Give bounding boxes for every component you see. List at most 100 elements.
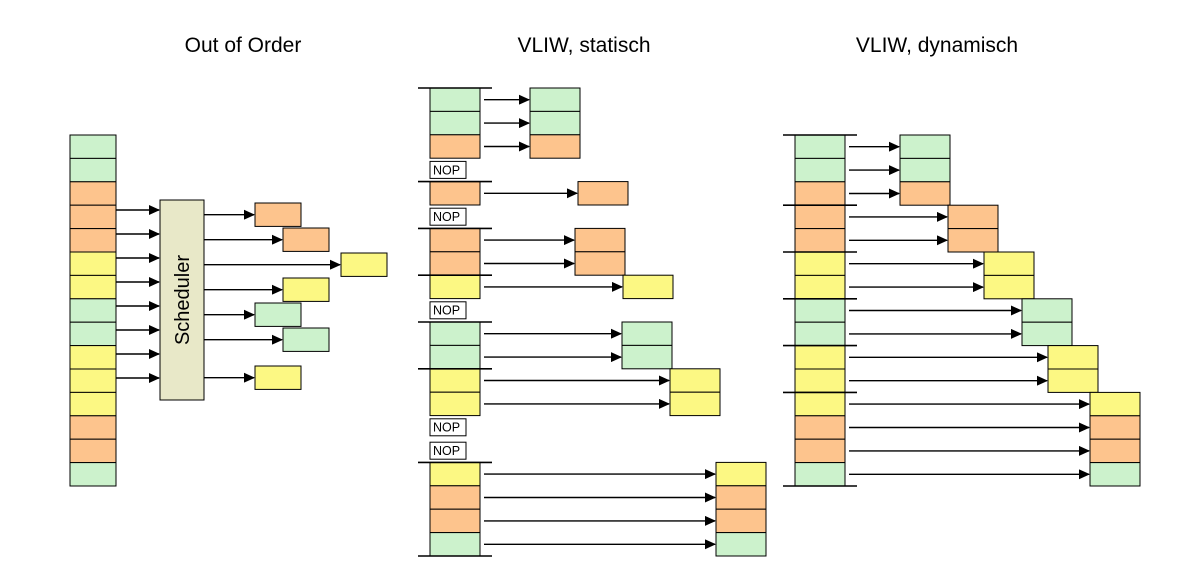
instruction-box-orange <box>429 227 481 253</box>
instruction-box-yellow <box>69 274 117 300</box>
slot-box-green <box>899 157 951 183</box>
instruction-box-orange <box>429 134 481 159</box>
instruction-box-orange <box>429 485 481 510</box>
slot-box-orange <box>574 227 626 253</box>
instruction-box-green <box>794 321 846 347</box>
nop-box <box>429 160 467 179</box>
nop-box <box>429 441 467 460</box>
instruction-box-green <box>429 344 481 370</box>
slot-box-yellow <box>983 251 1035 276</box>
slot-box-green <box>899 134 951 159</box>
issued-box-yellow <box>340 252 388 277</box>
slot-box-orange <box>577 181 629 206</box>
instruction-box-yellow <box>794 368 846 393</box>
slot-box-yellow <box>983 274 1035 300</box>
panel-out-of-order: Scheduler <box>69 134 388 487</box>
instruction-box-orange <box>69 204 117 230</box>
instruction-box-orange <box>794 228 846 253</box>
slot-box-orange <box>947 204 999 230</box>
instruction-box-orange <box>794 438 846 464</box>
slot-box-green <box>1021 298 1073 323</box>
issued-box-green <box>254 302 302 327</box>
instruction-box-green <box>794 298 846 323</box>
slot-box-yellow <box>669 368 721 393</box>
slot-box-orange <box>1089 415 1141 440</box>
instruction-box-orange <box>69 438 117 464</box>
instruction-box-yellow <box>794 251 846 276</box>
slot-box-orange <box>1089 438 1141 464</box>
title-vliw-dynamic: VLIW, dynamisch <box>855 34 1019 57</box>
nop-box <box>429 301 467 320</box>
slot-box-orange <box>574 251 626 276</box>
instruction-box-orange <box>794 415 846 440</box>
nop-label: NOP <box>433 304 460 318</box>
title-vliw-static: VLIW, statisch <box>517 34 651 57</box>
slot-box-yellow <box>669 391 721 417</box>
issued-box-orange <box>282 227 330 252</box>
slot-box-yellow <box>1047 345 1099 370</box>
instruction-box-green <box>69 134 117 159</box>
slot-box-green <box>1089 462 1141 487</box>
instruction-box-green <box>69 157 117 183</box>
panel-vliw-dynamic <box>783 134 1141 487</box>
instruction-box-orange <box>69 415 117 440</box>
instruction-box-yellow <box>429 391 481 417</box>
slot-box-orange <box>715 508 767 534</box>
nop-box <box>429 207 467 226</box>
instruction-box-yellow <box>794 391 846 417</box>
instruction-box-orange <box>69 181 117 206</box>
slot-box-orange <box>529 134 581 159</box>
instruction-box-yellow <box>429 461 481 487</box>
instruction-box-green <box>794 462 846 487</box>
instruction-box-yellow <box>794 274 846 300</box>
slot-box-green <box>1021 321 1073 347</box>
slot-box-green <box>621 321 673 346</box>
instruction-box-green <box>429 110 481 136</box>
nop-box <box>429 418 467 437</box>
slot-box-yellow <box>622 274 674 300</box>
instruction-box-green <box>69 298 117 323</box>
slot-box-yellow <box>1047 368 1099 393</box>
title-out-of-order: Out of Order <box>184 34 302 57</box>
instruction-box-green <box>429 87 481 112</box>
instruction-box-green <box>429 321 481 346</box>
instruction-box-yellow <box>69 391 117 417</box>
instruction-box-orange <box>794 204 846 230</box>
instruction-box-orange <box>429 251 481 276</box>
instruction-box-green <box>429 532 481 557</box>
slot-box-green <box>529 110 581 136</box>
instruction-box-green <box>794 134 846 159</box>
slot-box-orange <box>899 181 951 206</box>
slot-box-green <box>529 87 581 112</box>
instruction-box-yellow <box>69 345 117 370</box>
slot-box-green <box>621 344 673 370</box>
panel-vliw-static: NOP NOP NOP NOP NOP <box>418 87 767 557</box>
scheduler-label: Scheduler <box>172 255 194 345</box>
instruction-box-orange <box>429 508 481 534</box>
slot-box-green <box>715 532 767 557</box>
instruction-box-orange <box>429 181 481 206</box>
issued-box-orange <box>254 202 302 227</box>
nop-label: NOP <box>433 163 460 177</box>
instruction-box-orange <box>794 181 846 206</box>
instruction-box-green <box>69 462 117 487</box>
slot-box-yellow <box>1089 391 1141 417</box>
instruction-box-yellow <box>429 274 481 300</box>
instruction-box-yellow <box>69 368 117 393</box>
issued-box-green <box>282 327 330 352</box>
slot-box-orange <box>947 228 999 253</box>
instruction-box-green <box>794 157 846 183</box>
nop-label: NOP <box>433 421 460 435</box>
instruction-box-orange <box>69 228 117 253</box>
instruction-box-yellow <box>69 251 117 276</box>
slot-box-yellow <box>715 461 767 487</box>
issued-box-yellow <box>282 277 330 302</box>
slot-box-orange <box>715 485 767 510</box>
instruction-box-green <box>69 321 117 347</box>
issued-box-yellow <box>254 365 302 390</box>
instruction-box-yellow <box>429 368 481 393</box>
instruction-box-yellow <box>794 345 846 370</box>
scheduler-box <box>159 199 205 401</box>
